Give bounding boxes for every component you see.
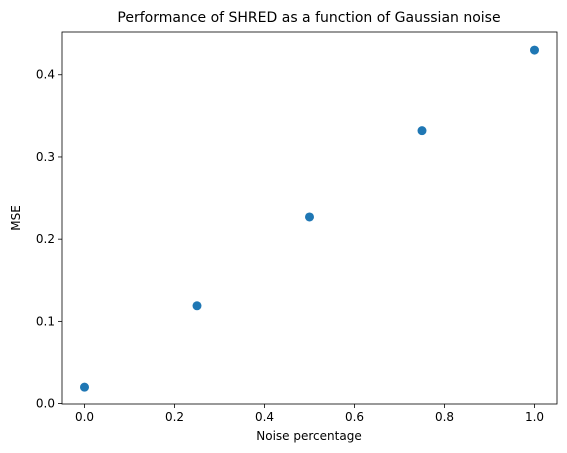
data-point	[530, 45, 539, 55]
x-axis: 0.0 0.2 0.4 0.6 0.8 1.0	[75, 404, 544, 424]
y-tick-label: 0.0	[36, 397, 55, 411]
data-points	[80, 45, 539, 392]
x-tick-label: 0.6	[345, 410, 364, 424]
data-point	[192, 301, 202, 311]
data-point	[305, 212, 314, 222]
data-point	[417, 126, 427, 136]
y-axis-label: MSE	[9, 205, 23, 231]
y-tick-label: 0.3	[36, 150, 55, 164]
x-tick-label: 0.4	[255, 410, 274, 424]
x-axis-label: Noise percentage	[256, 429, 361, 443]
plot-area	[61, 31, 558, 405]
y-tick-label: 0.2	[36, 232, 55, 246]
chart-title: Performance of SHRED as a function of Ga…	[117, 10, 500, 26]
data-point	[80, 382, 89, 392]
y-axis: 0.0 0.1 0.2 0.3 0.4	[36, 68, 62, 411]
x-tick-label: 0.2	[165, 410, 184, 424]
x-tick-label: 0.8	[435, 410, 454, 424]
y-tick-label: 0.4	[36, 68, 55, 82]
x-tick-label: 1.0	[525, 410, 544, 424]
x-tick-label: 0.0	[75, 410, 94, 424]
y-tick-label: 0.1	[36, 314, 55, 328]
